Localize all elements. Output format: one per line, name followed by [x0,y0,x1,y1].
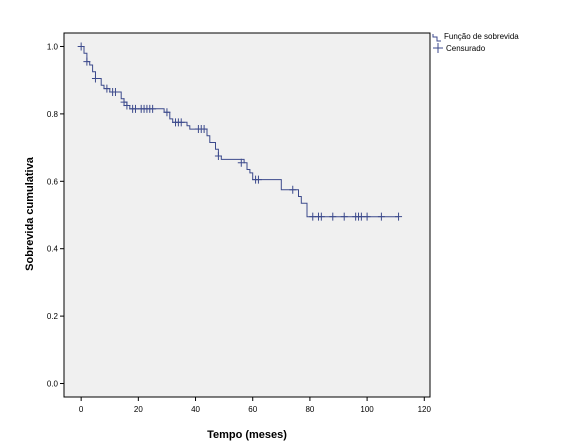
censored-marker [214,152,222,161]
censored-marker [377,212,385,221]
censored-markers [77,42,403,221]
x-axis-title: Tempo (meses) [207,429,287,441]
censored-marker [91,74,99,83]
x-tick-label: 100 [360,405,374,414]
x-tick-label: 80 [305,405,314,414]
censored-marker [200,125,208,134]
legend-label-censored: Censurado [446,44,486,53]
censored-marker [395,212,403,221]
censored-marker [163,108,171,117]
censored-marker [177,118,185,127]
censored-marker [103,84,111,93]
y-tick-label: 0.4 [47,245,59,254]
censored-marker [363,212,371,221]
legend-step-icon [432,34,441,42]
censored-marker [149,104,157,113]
censored-marker [111,87,119,96]
legend-label-survival-function: Função de sobrevida [444,32,519,41]
y-axis-ticks: 0.0 0.2 0.4 0.6 0.8 1.0 [47,42,64,389]
censored-marker [83,57,91,66]
y-axis-title: Sobrevida cumulativa [24,156,36,271]
censored-marker [120,98,128,107]
censored-marker [289,185,297,194]
x-tick-label: 0 [79,405,84,414]
y-tick-label: 0.6 [47,177,59,186]
legend-plus-icon [433,43,443,53]
x-tick-label: 120 [418,405,432,414]
x-tick-label: 60 [248,405,257,414]
censored-marker [237,158,245,167]
legend: Função de sobrevida Censurado [432,32,519,53]
censored-marker [329,212,337,221]
plot-area [63,32,431,398]
y-tick-label: 0.8 [47,110,59,119]
legend-item-survival-function: Função de sobrevida [432,32,519,42]
censored-marker [254,175,262,184]
x-tick-label: 20 [134,405,143,414]
censored-marker [317,212,325,221]
y-tick-label: 0.2 [47,312,59,321]
censored-marker [123,101,131,110]
censored-marker [77,42,85,51]
x-axis-ticks: 0 20 40 60 80 100 120 [79,397,432,414]
x-tick-label: 40 [191,405,200,414]
legend-item-censored: Censurado [433,43,486,53]
y-tick-label: 1.0 [47,42,59,51]
y-tick-label: 0.0 [47,380,59,389]
censored-marker [340,212,348,221]
